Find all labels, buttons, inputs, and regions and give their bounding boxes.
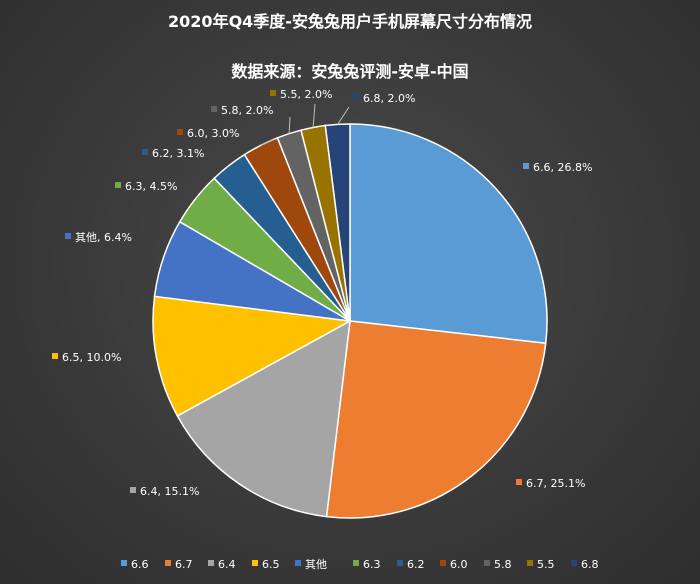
pie-slice-6.5	[152, 295, 353, 417]
data-label-6.0: 6.0, 3.0%	[177, 127, 239, 140]
leader-line-6.8	[337, 106, 350, 125]
legend-label-6.7: 6.7	[175, 558, 193, 571]
legend-item-6.6: 6.6	[121, 558, 149, 571]
pie-slice-6.4	[176, 319, 351, 518]
legend-item-6.7: 6.7	[165, 558, 193, 571]
data-label-text-6.4: 6.4, 15.1%	[140, 485, 199, 498]
chart-title: 2020年Q4季度-安兔兔用户手机屏幕尺寸分布情况	[168, 12, 532, 31]
leader-line-5.8	[288, 116, 291, 134]
data-label-6.4: 6.4, 15.1%	[130, 485, 199, 498]
pie-slice-6.6	[349, 123, 548, 345]
data-label-text-6.2: 6.2, 3.1%	[152, 147, 204, 160]
legend-swatch-6.4	[208, 560, 214, 566]
leader-line-5.5	[312, 103, 316, 128]
legend-swatch-6.0	[440, 560, 446, 566]
legend-swatch-6.7	[165, 560, 171, 566]
legend-item-5.5: 5.5	[527, 558, 555, 571]
data-label-marker-6.4	[130, 487, 136, 493]
data-label-5.5: 5.5, 2.0%	[270, 88, 332, 101]
data-label-6.5: 6.5, 10.0%	[52, 351, 121, 364]
legend: 6.6 6.7 6.4 6.5 其他 6.3 6.2 6.0 5.8 5.5 6.8	[121, 558, 599, 571]
legend-swatch-5.8	[484, 560, 490, 566]
legend-item-6.3: 6.3	[353, 558, 381, 571]
legend-swatch-6.6	[121, 560, 127, 566]
legend-swatch-其他	[295, 560, 301, 566]
data-label-text-6.7: 6.7, 25.1%	[526, 477, 585, 490]
data-label-marker-6.3	[115, 182, 121, 188]
data-label-6.8: 6.8, 2.0%	[353, 92, 415, 105]
legend-label-6.4: 6.4	[218, 558, 236, 571]
data-label-其他: 其他, 6.4%	[65, 231, 132, 244]
legend-swatch-5.5	[527, 560, 533, 566]
legend-label-5.5: 5.5	[537, 558, 555, 571]
data-label-marker-5.8	[211, 106, 217, 112]
data-label-6.2: 6.2, 3.1%	[142, 147, 204, 160]
data-label-5.8: 5.8, 2.0%	[211, 104, 273, 117]
legend-item-6.4: 6.4	[208, 558, 236, 571]
data-label-marker-6.2	[142, 149, 148, 155]
legend-swatch-6.5	[252, 560, 258, 566]
data-label-text-5.5: 5.5, 2.0%	[280, 88, 332, 101]
legend-item-6.2: 6.2	[397, 558, 425, 571]
data-label-6.7: 6.7, 25.1%	[516, 477, 585, 490]
data-label-marker-6.5	[52, 353, 58, 359]
legend-item-6.5: 6.5	[252, 558, 280, 571]
data-label-text-6.3: 6.3, 4.5%	[125, 180, 177, 193]
legend-swatch-6.3	[353, 560, 359, 566]
legend-swatch-6.2	[397, 560, 403, 566]
data-label-marker-其他	[65, 233, 71, 239]
legend-label-6.3: 6.3	[363, 558, 381, 571]
leader-line-6.0	[260, 138, 275, 146]
data-label-text-6.0: 6.0, 3.0%	[187, 127, 239, 140]
legend-label-6.2: 6.2	[407, 558, 425, 571]
legend-swatch-6.8	[571, 560, 577, 566]
legend-label-6.6: 6.6	[131, 558, 149, 571]
legend-label-5.8: 5.8	[494, 558, 512, 571]
data-label-6.3: 6.3, 4.5%	[115, 180, 177, 193]
data-label-marker-6.8	[353, 94, 359, 100]
pie-slice-6.7	[325, 320, 547, 519]
data-label-text-5.8: 5.8, 2.0%	[221, 104, 273, 117]
legend-label-6.5: 6.5	[262, 558, 280, 571]
legend-item-6.8: 6.8	[571, 558, 599, 571]
legend-label-6.0: 6.0	[450, 558, 468, 571]
data-label-text-6.6: 6.6, 26.8%	[533, 161, 592, 174]
data-label-text-6.5: 6.5, 10.0%	[62, 351, 121, 364]
legend-item-其他: 其他	[295, 558, 327, 571]
pie-slices	[152, 123, 548, 519]
legend-item-6.0: 6.0	[440, 558, 468, 571]
leader-lines	[260, 103, 350, 146]
data-label-text-6.8: 6.8, 2.0%	[363, 92, 415, 105]
legend-label-其他: 其他	[305, 558, 327, 571]
data-label-6.6: 6.6, 26.8%	[523, 161, 592, 174]
legend-item-5.8: 5.8	[484, 558, 512, 571]
data-label-text-其他: 其他, 6.4%	[75, 231, 132, 244]
legend-label-6.8: 6.8	[581, 558, 599, 571]
data-label-marker-5.5	[270, 90, 276, 96]
data-label-marker-6.6	[523, 163, 529, 169]
data-label-marker-6.0	[177, 129, 183, 135]
data-label-marker-6.7	[516, 479, 522, 485]
data-labels: 6.6, 26.8% 6.7, 25.1% 6.4, 15.1% 6.5, 10.0%…	[52, 88, 592, 498]
chart-subtitle: 数据来源：安兔兔评测-安卓-中国	[231, 62, 468, 81]
